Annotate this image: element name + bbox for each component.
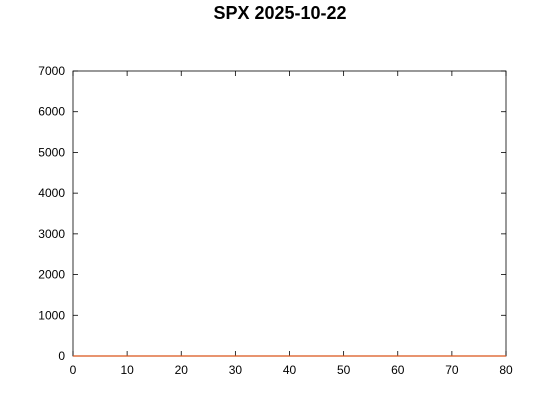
x-tick-label: 50	[337, 363, 351, 377]
y-tick-label: 6000	[38, 105, 65, 119]
chart-title: SPX 2025-10-22	[213, 3, 346, 23]
x-tick-label: 40	[283, 363, 297, 377]
y-tick-label: 5000	[38, 145, 65, 159]
y-tick-label: 1000	[38, 308, 65, 322]
y-tick-label: 7000	[38, 64, 65, 78]
y-tick-label: 3000	[38, 227, 65, 241]
x-tick-label: 60	[391, 363, 405, 377]
y-tick-label: 2000	[38, 268, 65, 282]
axes: 0 10 20 30 40 50 60 70 80 0 1000 2000 3000 4000 5000 60…	[38, 64, 513, 377]
x-tick-label: 10	[120, 363, 134, 377]
x-tick-label: 80	[499, 363, 513, 377]
plot-frame	[72, 70, 507, 357]
x-tick-label: 0	[70, 363, 77, 377]
x-tick-label: 70	[445, 363, 459, 377]
x-tick-label: 20	[175, 363, 189, 377]
y-tick-label: 0	[58, 349, 65, 363]
x-tick-label: 30	[229, 363, 243, 377]
y-tick-label: 4000	[38, 186, 65, 200]
